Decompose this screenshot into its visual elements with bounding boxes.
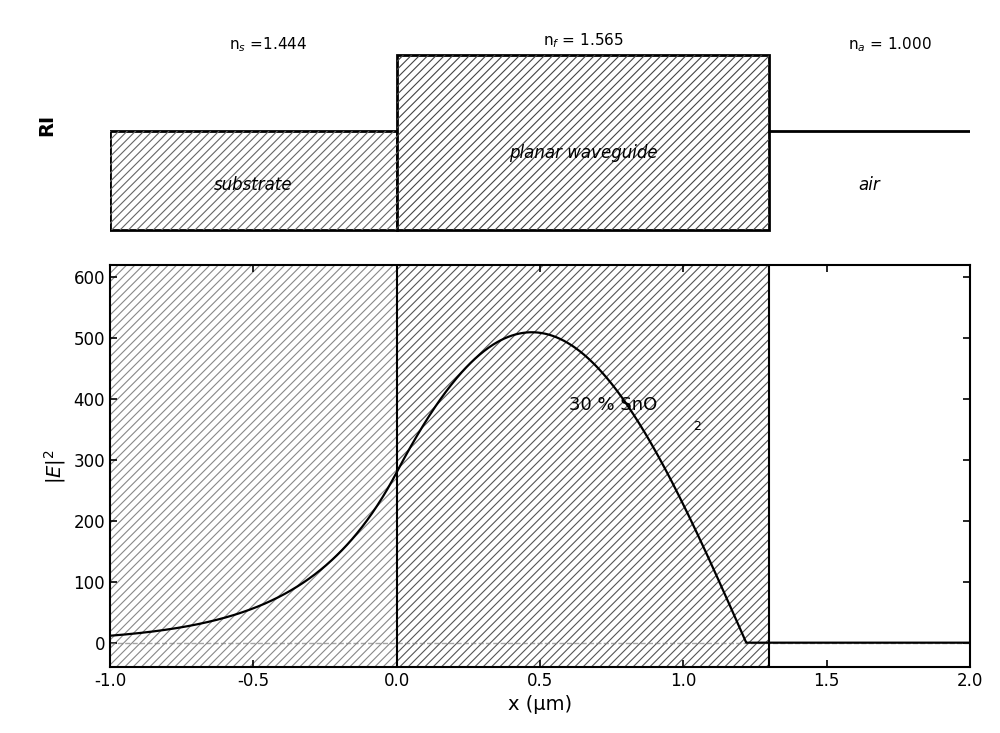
Text: n$_a$ = 1.000: n$_a$ = 1.000 bbox=[848, 36, 932, 54]
Y-axis label: $|E|^2$: $|E|^2$ bbox=[42, 449, 68, 484]
Text: planar waveguide: planar waveguide bbox=[509, 144, 657, 162]
Bar bbox=[397, 253, 769, 667]
Text: 30 % SnO: 30 % SnO bbox=[569, 397, 657, 414]
Bar bbox=[110, 253, 397, 667]
Text: air: air bbox=[859, 176, 881, 194]
Text: substrate: substrate bbox=[214, 176, 293, 194]
Text: RI: RI bbox=[37, 114, 56, 136]
FancyBboxPatch shape bbox=[397, 55, 769, 230]
Text: 2: 2 bbox=[693, 420, 701, 433]
FancyBboxPatch shape bbox=[110, 130, 397, 230]
Text: n$_s$ =1.444: n$_s$ =1.444 bbox=[229, 36, 307, 54]
X-axis label: x (μm): x (μm) bbox=[508, 696, 572, 715]
Text: n$_f$ = 1.565: n$_f$ = 1.565 bbox=[543, 32, 623, 50]
